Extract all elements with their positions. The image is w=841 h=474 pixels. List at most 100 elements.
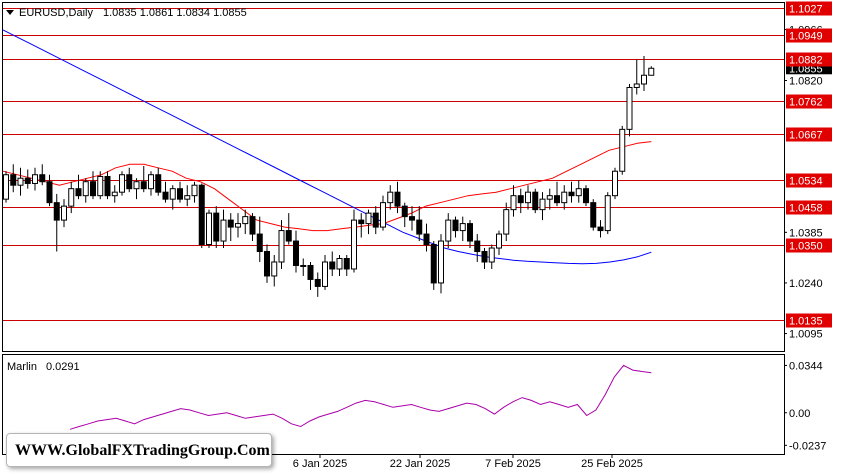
candle-body-27 [198,184,205,246]
candle-body-0 [3,174,9,200]
candle-81 [590,199,597,231]
candle-body-65 [474,240,481,253]
candle-62 [452,216,459,238]
candle-body-80 [583,188,589,204]
candle-74 [539,192,546,221]
candle-47 [343,255,350,276]
candle-body-5 [39,174,46,183]
candle-body-75 [546,195,553,200]
candle-body-78 [568,191,575,197]
candle-58 [423,223,430,252]
candle-body-53 [387,191,394,204]
level-label-0: 1.1027 [789,4,823,16]
candle-body-89 [648,67,655,76]
candle-body-15 [111,191,118,197]
level-label-bg-3 [786,94,832,109]
candle-15 [111,185,118,203]
candle-12 [90,171,96,200]
candle-body-9 [68,188,75,207]
candle-body-26 [191,184,198,197]
level-label-5: 1.0534 [789,176,823,188]
candle-body-6 [46,181,53,204]
candle-body-68 [496,233,502,249]
candle-57 [416,206,423,242]
level-label-bg-8 [786,313,832,328]
candle-88 [641,56,647,91]
candle-3 [24,169,31,189]
candle-body-24 [177,188,183,200]
level-label-bg-2 [786,52,832,67]
candle-17 [126,167,133,193]
candle-42 [307,261,314,290]
candle-89 [648,66,655,76]
candle-36 [264,244,270,283]
price-tick-label-3: 1.0240 [789,278,823,290]
candle-body-59 [430,244,437,284]
candle-56 [409,206,415,231]
candle-body-88 [641,74,647,85]
candle-body-64 [467,223,473,242]
candle-59 [430,241,437,290]
candle-body-77 [561,191,568,204]
level-label-bg-5 [786,173,832,188]
candle-25 [184,185,191,207]
candle-body-42 [307,264,314,280]
candle-body-83 [604,195,611,232]
candle-26 [191,181,198,203]
candle-80 [583,185,589,207]
candle-body-50 [365,212,372,225]
candle-41 [300,258,307,276]
candle-body-57 [416,219,423,235]
candle-67 [488,244,495,269]
levels-layer [3,8,784,321]
symbol-label: EURUSD,Daily [19,7,93,19]
candle-body-32 [235,223,241,228]
candle-9 [68,181,75,214]
candle-body-87 [633,83,640,88]
time-axis-layer: 6 Jan 2025 22 Jan 2025 7 Feb 2025 25 Feb 20… [293,454,643,470]
candle-body-44 [322,261,328,287]
price-tick-label-1: 1.0820 [789,75,823,87]
candle-24 [177,181,183,203]
candle-0 [3,171,9,203]
candle-33 [242,209,249,235]
candles-layer [3,56,655,297]
candle-37 [271,255,278,287]
candle-53 [387,185,394,210]
candle-body-39 [285,230,292,242]
candle-22 [162,181,169,203]
level-label-7: 1.0350 [789,241,823,253]
candle-body-29 [213,212,220,242]
candle-body-14 [104,175,111,197]
candle-72 [525,185,531,210]
ma-fast-line [2,141,652,232]
candle-body-11 [82,181,89,197]
candle-1 [10,164,17,193]
time-tick-label-3: 25 Feb 2025 [581,458,643,470]
candle-body-7 [53,202,60,221]
indicator-tick-label-0: 0.0344 [789,360,823,372]
candle-body-47 [343,258,350,270]
candle-body-48 [351,219,357,270]
candle-body-71 [517,195,524,204]
candle-body-82 [597,226,604,232]
candle-85 [619,125,626,175]
candle-79 [575,179,582,203]
indicator-layer: 0.0344 0.00 -0.0237 [69,360,826,452]
candle-body-61 [445,219,452,242]
moving-averages-layer [2,29,652,265]
candle-35 [256,216,263,262]
candle-body-35 [256,233,263,253]
candle-75 [546,188,553,210]
candle-76 [554,181,560,207]
candle-body-72 [525,191,531,204]
candle-84 [612,167,618,200]
indicator-value: 0.0291 [46,361,80,373]
candle-5 [39,164,46,186]
collapse-triangle-icon[interactable] [6,10,14,15]
candle-61 [445,213,452,249]
candle-19 [140,166,147,193]
indicator-tick-label-2: -0.0237 [789,440,826,452]
candle-20 [148,171,154,196]
candle-body-16 [119,174,125,193]
